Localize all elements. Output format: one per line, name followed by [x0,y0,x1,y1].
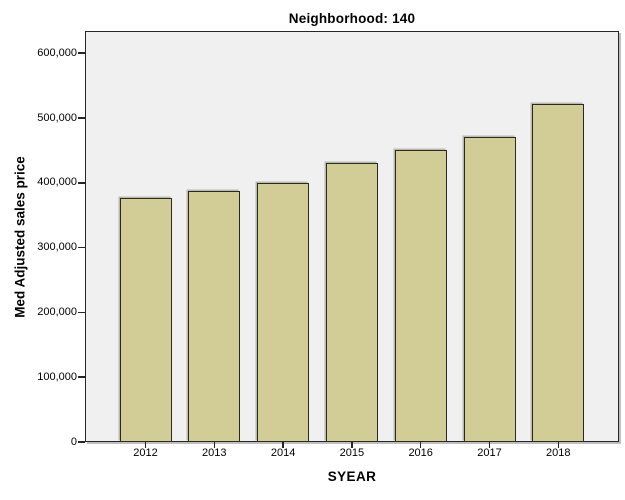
y-tick-mark [78,117,85,119]
x-tick-label: 2015 [339,447,365,459]
x-tick-label: 2017 [477,447,502,459]
x-axis-title: SYEAR [327,469,377,484]
y-tick-label: 500,000 [37,111,77,124]
chart-title: Neighborhood: 140 [288,11,416,26]
y-tick-label: 400,000 [37,176,77,189]
x-tick-mark [419,442,422,448]
x-tick-mark [351,442,353,448]
y-tick-label: 300,000 [37,241,77,254]
x-tick-label: 2013 [202,447,227,459]
bar-2013 [188,191,241,442]
x-tick-mark [282,442,284,448]
y-tick-mark [78,311,85,314]
bar-2015 [325,163,378,442]
x-tick-mark [144,442,147,448]
bar-2014 [257,182,310,442]
y-tick-mark [78,376,85,378]
y-tick-label: 100,000 [37,370,77,383]
y-tick-mark [78,246,85,249]
bar-2018 [532,103,585,442]
x-tick-mark [557,442,560,448]
x-tick-label: 2018 [546,447,571,459]
bar-2017 [463,137,516,442]
y-tick-mark [78,441,85,443]
x-tick-label: 2012 [133,447,158,459]
x-tick-mark [488,442,491,448]
y-tick-mark [78,182,85,184]
y-tick-label: 200,000 [37,305,77,318]
bar-2016 [394,149,447,442]
x-tick-label: 2014 [270,447,296,459]
y-tick-mark [78,52,85,54]
y-tick-label: 0 [70,435,77,448]
y-tick-label: 600,000 [37,46,77,59]
x-tick-label: 2016 [408,447,433,459]
bar-2012 [119,198,172,442]
x-tick-mark [213,442,216,448]
